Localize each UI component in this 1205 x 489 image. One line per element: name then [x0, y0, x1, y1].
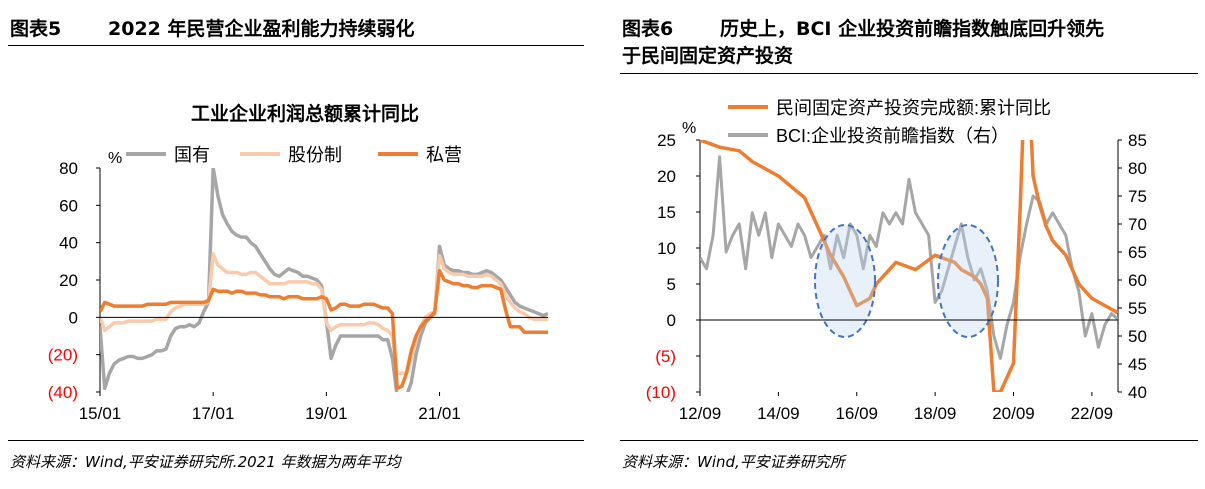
y-tick-label: 60 — [59, 196, 78, 215]
y-tick-label: 25 — [657, 131, 676, 150]
y-tick-label: (20) — [48, 346, 78, 365]
y-tick-label: 15 — [657, 203, 676, 222]
y2-tick-label: 75 — [1128, 187, 1147, 206]
y2-tick-label: 45 — [1128, 355, 1147, 374]
figure-panel-left: 图表5 2022 年民营企业盈利能力持续弱化 工业企业利润总额累计同比 国有 股份… — [0, 0, 592, 489]
y-tick-label: 10 — [657, 239, 676, 258]
series-line-shareholding — [100, 252, 548, 376]
footer-rule — [620, 440, 1198, 441]
legend: 民间固定资产投资完成额:累计同比 BCI:企业投资前瞻指数（右） — [728, 98, 1051, 146]
source-note: 资料来源：Wind,平安证券研究所.2021 年数据为两年平均 — [10, 453, 401, 471]
y-tick-label: (40) — [48, 383, 78, 402]
y-tick-label: 5 — [667, 275, 676, 294]
legend-label-bci: BCI:企业投资前瞻指数（右） — [776, 126, 1009, 146]
y-axis-unit: % — [108, 150, 122, 167]
x-tick-label: 15/01 — [79, 404, 122, 423]
y2-tick-label: 85 — [1128, 131, 1147, 150]
y2-tick-label: 80 — [1128, 159, 1147, 178]
figure-title-line1: 历史上，BCI 企业投资前瞻指数触底回升领先 — [720, 18, 1105, 40]
figure-header: 图表6 历史上，BCI 企业投资前瞻指数触底回升领先 于民间固定资产投资 — [622, 16, 1104, 70]
chart-title: 工业企业利润总额累计同比 — [191, 102, 419, 125]
figure-title: 2022 年民营企业盈利能力持续弱化 — [108, 18, 415, 40]
figure-number: 图表5 — [10, 18, 62, 40]
legend-label-private: 私营 — [426, 145, 462, 165]
y-tick-label: (10) — [646, 383, 676, 402]
x-tick-label: 16/09 — [835, 404, 878, 423]
series-line-private-investment — [700, 140, 1118, 392]
y2-tick-label: 40 — [1128, 383, 1147, 402]
y-tick-label: (5) — [655, 347, 676, 366]
figure-number: 图表6 — [622, 18, 674, 40]
highlight-ellipse-2019 — [937, 224, 999, 338]
figure-header: 图表5 2022 年民营企业盈利能力持续弱化 — [10, 16, 415, 43]
y2-tick-label: 55 — [1128, 299, 1147, 318]
y2-tick-label: 60 — [1128, 271, 1147, 290]
series-line-bci — [700, 155, 1118, 360]
highlight-ellipse-2016 — [814, 224, 876, 338]
y-tick-label: 0 — [69, 308, 78, 327]
figure-panel-right: 图表6 历史上，BCI 企业投资前瞻指数触底回升领先 于民间固定资产投资 民间固定… — [612, 0, 1205, 489]
series-line-state — [100, 168, 548, 392]
x-tick-label: 14/09 — [757, 404, 800, 423]
y-axis-unit: % — [682, 120, 696, 137]
x-tick-label: 22/09 — [1071, 404, 1114, 423]
header-rule — [8, 45, 584, 46]
header-rule — [620, 73, 1198, 74]
y2-tick-label: 50 — [1128, 327, 1147, 346]
profit-growth-chart: 工业企业利润总额累计同比 国有 股份制 私营 % 80 60 40 20 0 (20) (4… — [48, 102, 548, 423]
x-tick-label: 18/09 — [914, 404, 957, 423]
legend-label-private-investment: 民间固定资产投资完成额:累计同比 — [776, 98, 1051, 118]
x-tick-label: 12/09 — [679, 404, 722, 423]
source-note: 资料来源：Wind,平安证券研究所 — [622, 453, 845, 471]
series-line-private — [100, 268, 548, 391]
y-tick-label: 20 — [59, 271, 78, 290]
y-tick-label: 40 — [59, 234, 78, 253]
y-tick-label: 20 — [657, 167, 676, 186]
x-tick-label: 21/01 — [418, 404, 461, 423]
footer-rule — [8, 440, 584, 441]
legend: 国有 股份制 私营 — [126, 145, 462, 165]
legend-label-shareholding: 股份制 — [288, 145, 342, 165]
legend-label-state: 国有 — [174, 145, 210, 165]
y2-tick-label: 65 — [1128, 243, 1147, 262]
x-tick-label: 17/01 — [192, 404, 235, 423]
y-tick-label: 80 — [59, 159, 78, 178]
y-tick-label: 0 — [667, 311, 676, 330]
x-tick-label: 20/09 — [992, 404, 1035, 423]
investment-bci-chart: 民间固定资产投资完成额:累计同比 BCI:企业投资前瞻指数（右） % 25 20 1… — [646, 98, 1147, 423]
x-tick-label: 19/01 — [305, 404, 348, 423]
y2-tick-label: 70 — [1128, 215, 1147, 234]
figure-title-line2: 于民间固定资产投资 — [622, 45, 794, 67]
